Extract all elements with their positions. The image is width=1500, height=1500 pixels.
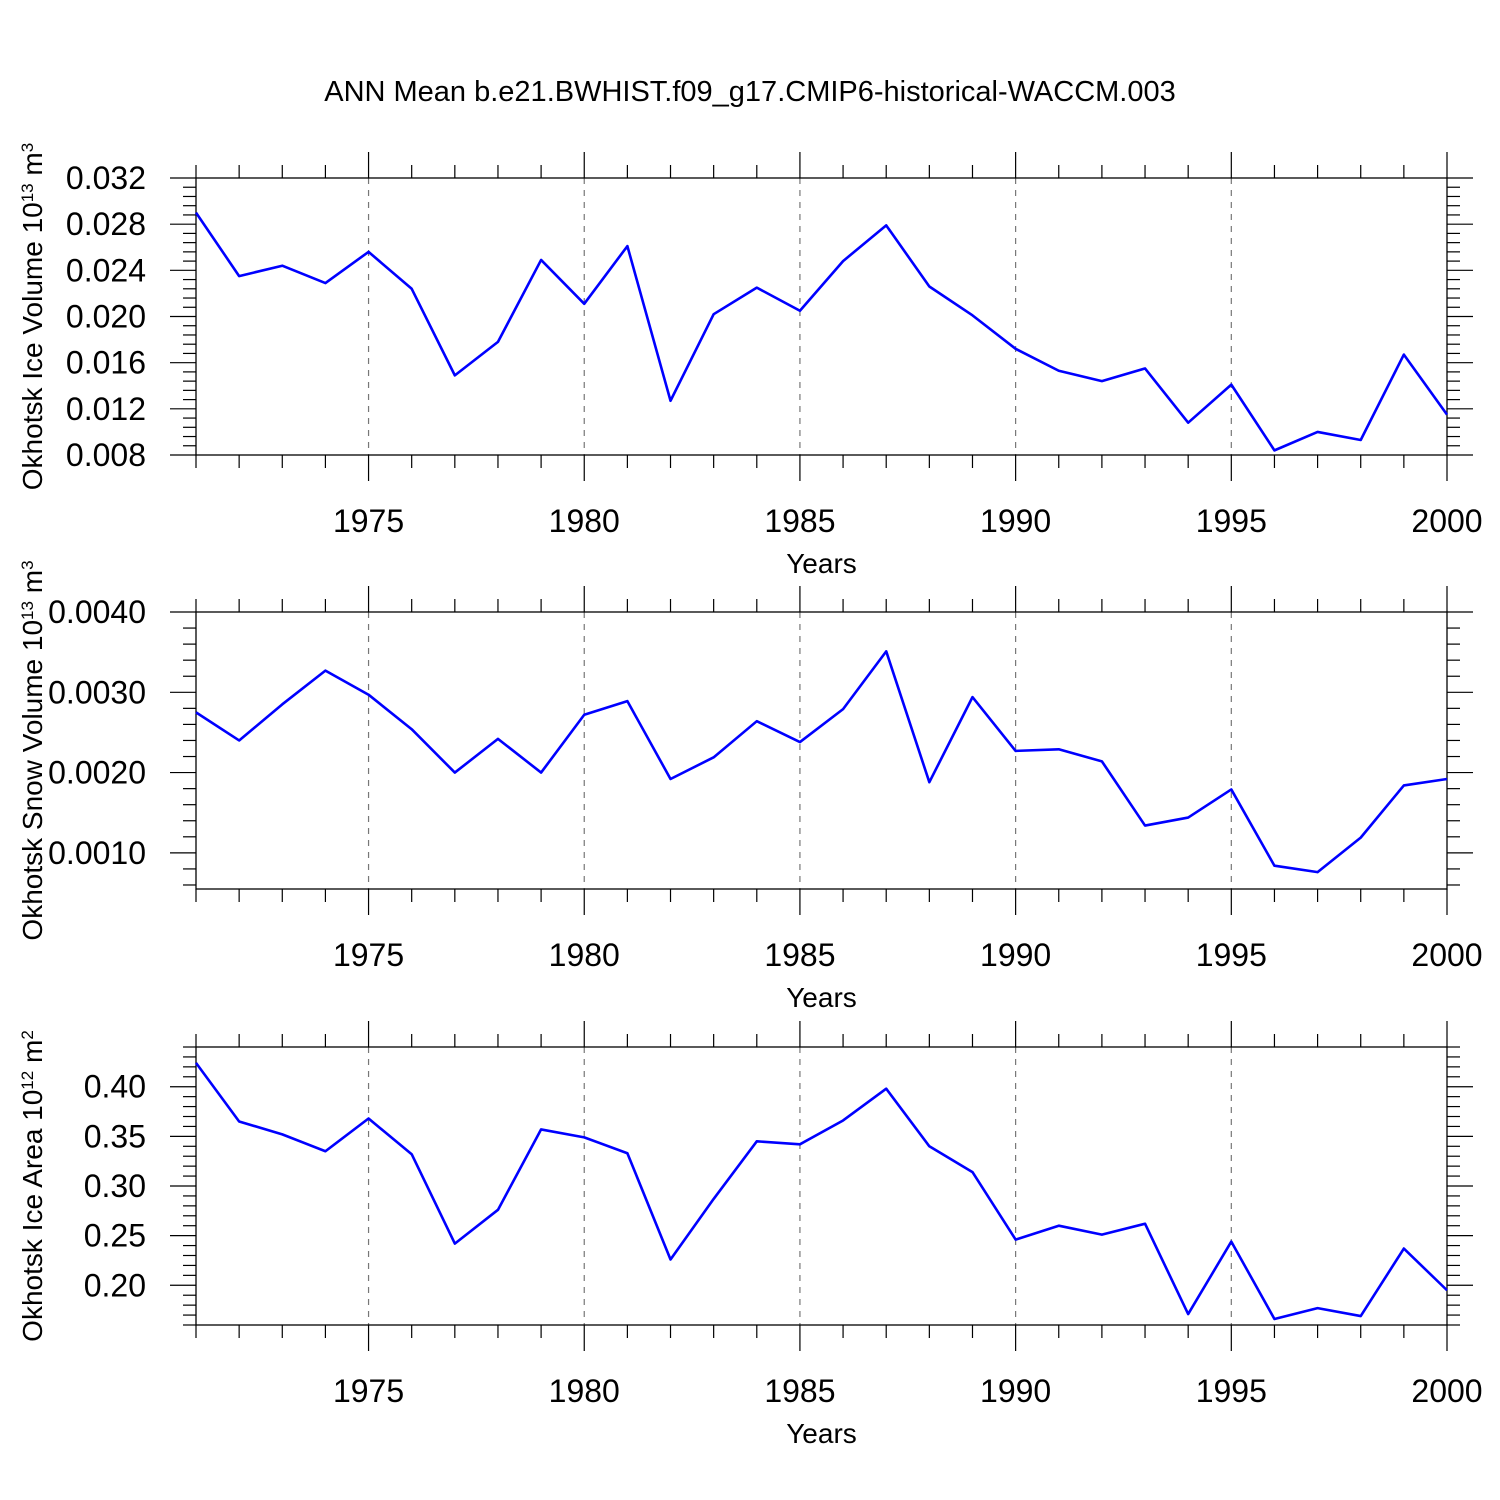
x-tick-label: 1980: [549, 1373, 620, 1409]
x-tick-label: 1995: [1196, 937, 1267, 973]
y-tick-label: 0.30: [84, 1168, 146, 1204]
x-tick-label: 1975: [333, 937, 404, 973]
figure-title: ANN Mean b.e21.BWHIST.f09_g17.CMIP6-hist…: [324, 76, 1176, 108]
y-axis-title: Okhotsk Snow Volume 1013 m3: [17, 560, 48, 940]
x-tick-label: 1975: [333, 503, 404, 539]
x-tick-label: 1985: [764, 937, 835, 973]
y-tick-label: 0.016: [66, 345, 146, 381]
x-tick-label: 1995: [1196, 503, 1267, 539]
x-tick-label: 2000: [1411, 503, 1482, 539]
x-tick-label: 1995: [1196, 1373, 1267, 1409]
y-tick-label: 0.0020: [48, 755, 146, 791]
plot-frame: [195, 1046, 1448, 1326]
series-line-1: [194, 211, 1449, 452]
y-axis-title: Okhotsk Ice Area 1012 m2: [17, 1030, 48, 1342]
y-tick-label: 0.0030: [48, 674, 146, 710]
x-tick-label: 2000: [1411, 937, 1482, 973]
y-axis-title: Okhotsk Ice Volume 1013 m3: [17, 143, 48, 490]
x-tick-label: 1990: [980, 1373, 1051, 1409]
x-axis-title: Years: [786, 1418, 857, 1449]
y-tick-label: 0.0010: [48, 835, 146, 871]
x-tick-label: 1985: [764, 503, 835, 539]
panel-1: 0.008 0.012 0.016 0.020 0.024 0.028 0.032 1975 1…: [17, 143, 1483, 579]
x-tick-label: 1975: [333, 1373, 404, 1409]
y-tick-label: 0.40: [84, 1069, 146, 1105]
panel-2: 0.0010 0.0020 0.0030 0.0040 1975 1980 1985 1990…: [17, 560, 1483, 1013]
x-tick-label: 1990: [980, 503, 1051, 539]
y-tick-label: 0.25: [84, 1218, 146, 1254]
y-tick-label: 0.0040: [48, 594, 146, 630]
y-tick-label: 0.20: [84, 1267, 146, 1303]
x-tick-label: 1990: [980, 937, 1051, 973]
x-tick-label: 1980: [549, 503, 620, 539]
y-tick-label: 0.008: [66, 437, 146, 473]
plot-frame: [195, 611, 1448, 890]
y-tick-label: 0.024: [66, 252, 146, 288]
x-tick-label: 1980: [549, 937, 620, 973]
x-tick-label: 1985: [764, 1373, 835, 1409]
x-axis-title: Years: [786, 982, 857, 1013]
y-tick-label: 0.020: [66, 299, 146, 335]
y-tick-label: 0.012: [66, 391, 146, 427]
y-tick-label: 0.032: [66, 160, 146, 196]
panel-3: 0.20 0.25 0.30 0.35 0.40 1975 1980 1985 1990 1995…: [17, 1021, 1483, 1449]
plot-frame: [195, 177, 1448, 456]
series-line-1: [194, 1062, 1448, 1321]
y-tick-label: 0.35: [84, 1118, 146, 1154]
panels: 0.008 0.012 0.016 0.020 0.024 0.028 0.032 1975 1…: [17, 143, 1483, 1449]
y-tick-label: 0.028: [66, 206, 146, 242]
series-line-1: [195, 650, 1448, 874]
x-axis-title: Years: [786, 548, 857, 579]
x-tick-label: 2000: [1411, 1373, 1482, 1409]
